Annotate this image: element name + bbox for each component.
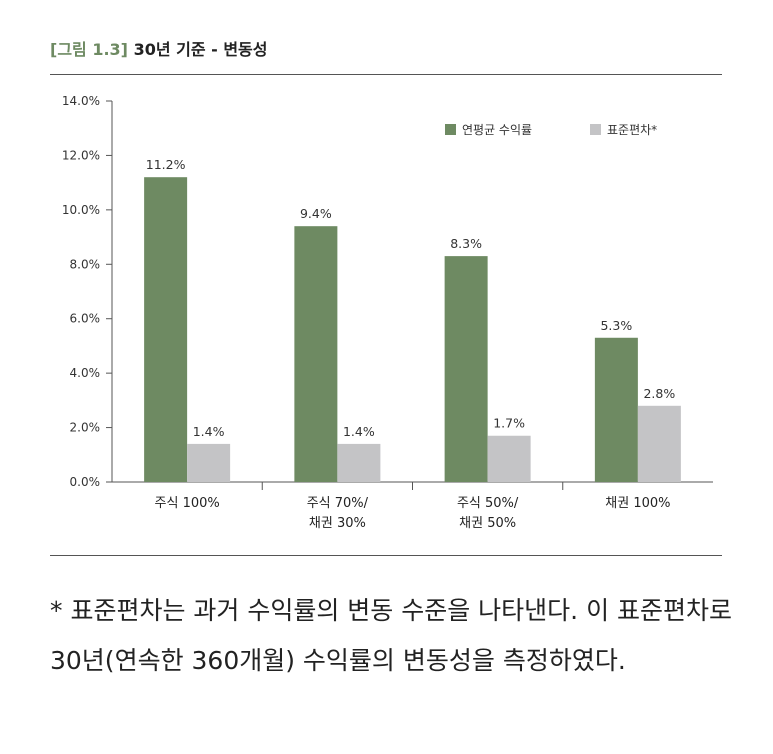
bar-value-label: 11.2%: [146, 157, 186, 172]
y-tick-label: 14.0%: [62, 94, 100, 108]
bar-return: [444, 256, 488, 482]
x-category-label: 채권 30%: [309, 516, 366, 531]
legend-label-return: 연평균 수익률: [462, 123, 532, 137]
top-divider: [50, 74, 722, 75]
y-tick-label: 10.0%: [62, 203, 100, 217]
bar-std: [637, 405, 681, 482]
x-category-label: 주식 50%/: [457, 496, 519, 511]
figure-caption: [그림 1.3] 30년 기준 - 변동성: [50, 36, 268, 60]
y-tick-label: 6.0%: [70, 312, 101, 326]
footnote: * 표준편차는 과거 수익률의 변동 수준을 나타낸다. 이 표준편차로 30년…: [50, 596, 733, 675]
y-tick-label: 8.0%: [70, 257, 101, 271]
bar-std: [337, 443, 381, 482]
bar-value-label: 2.8%: [643, 386, 675, 401]
bar-value-label: 1.4%: [343, 424, 375, 439]
legend-swatch-std: [590, 124, 601, 135]
bar-std: [187, 443, 231, 482]
bar-value-label: 1.7%: [493, 416, 525, 431]
x-category-label: 채권 50%: [459, 516, 516, 531]
y-tick-label: 12.0%: [62, 148, 100, 162]
figure-number: [그림 1.3]: [50, 40, 128, 59]
bar-return: [594, 337, 638, 482]
bottom-divider: [50, 555, 722, 556]
x-category-label: 채권 100%: [605, 496, 670, 511]
legend-swatch-return: [445, 124, 456, 135]
y-tick-label: 0.0%: [70, 475, 101, 489]
x-category-label: 주식 70%/: [307, 496, 369, 511]
bar-return: [144, 177, 188, 482]
y-tick-label: 2.0%: [70, 421, 101, 435]
bar-value-label: 5.3%: [600, 318, 632, 333]
bar-value-label: 8.3%: [450, 236, 482, 251]
y-tick-label: 4.0%: [70, 366, 101, 380]
bar-return: [294, 226, 338, 482]
figure-title: 30년 기준 - 변동성: [133, 40, 268, 59]
bar-value-label: 1.4%: [193, 424, 225, 439]
bar-std: [487, 435, 531, 482]
x-category-label: 주식 100%: [155, 496, 220, 511]
bar-chart: 0.0% 2.0% 4.0% 6.0% 8.0% 10.0% 12.0% 14.0% 11.2%…: [62, 94, 713, 531]
legend-label-std: 표준편차*: [607, 123, 657, 137]
bar-value-label: 9.4%: [300, 206, 332, 221]
